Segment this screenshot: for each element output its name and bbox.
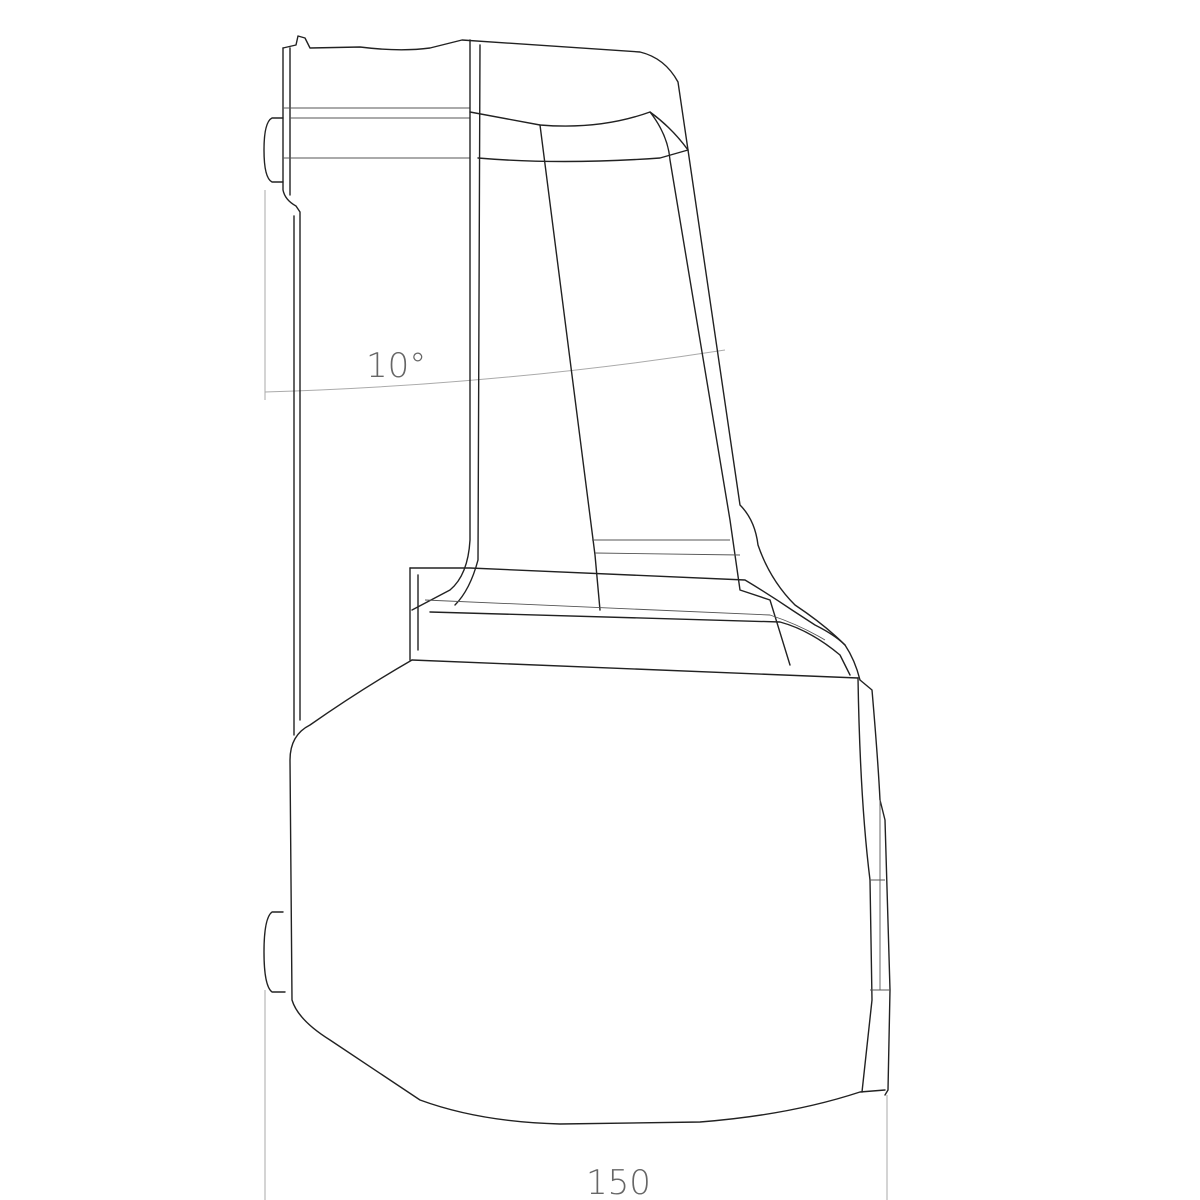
width-dimension-label: 150 — [586, 1163, 651, 1200]
screw-bottom — [263, 911, 286, 993]
upper-body — [409, 39, 861, 681]
angle-dimension-label: 10° — [366, 346, 427, 386]
lower-body — [289, 659, 891, 1125]
angle-arc — [264, 349, 726, 393]
dimension-lines — [264, 190, 888, 1200]
screw-top — [263, 117, 284, 183]
mounting-plate — [263, 35, 689, 993]
